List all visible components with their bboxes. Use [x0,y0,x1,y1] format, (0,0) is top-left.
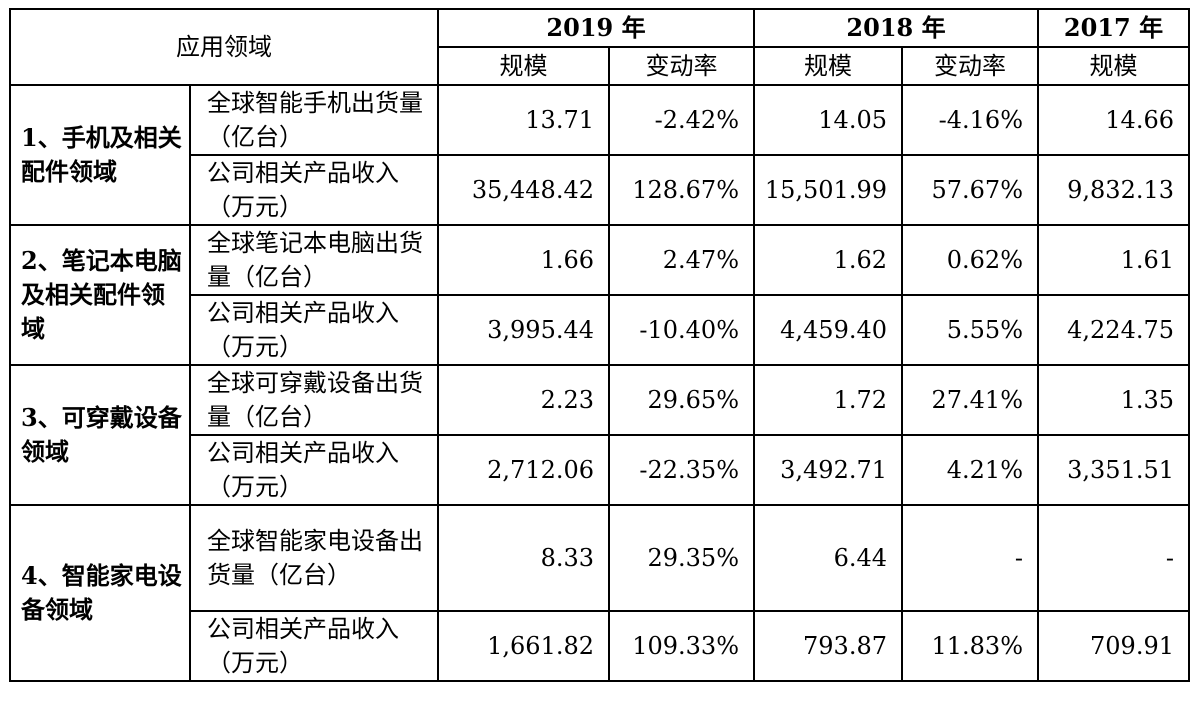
header-field: 应用领域 [9,8,439,86]
cell-2017-scale: 709.91 [1037,610,1190,682]
cell-2018-change: 27.41% [901,364,1039,436]
cell-2018-change: 5.55% [901,294,1039,366]
cell-2018-scale: 793.87 [753,610,903,682]
cell-2019-scale: 2.23 [437,364,610,436]
industry-data-table: 应用领域 2019 年 2018 年 2017 年 规模 变动率 规模 变动率 … [9,8,1190,682]
cell-2019-change: -2.42% [608,84,755,156]
header-scale-2019: 规模 [437,46,610,86]
cell-2018-scale: 14.05 [753,84,903,156]
cell-2019-change: 2.47% [608,224,755,296]
cell-2017-scale: 4,224.75 [1037,294,1190,366]
cell-2019-change: 29.35% [608,504,755,612]
header-scale-2017: 规模 [1037,46,1190,86]
metric-label: 公司相关产品收入（万元） [189,294,439,366]
header-year-2019: 2019 年 [437,8,755,48]
cell-2018-change: 57.67% [901,154,1039,226]
metric-label: 公司相关产品收入（万元） [189,610,439,682]
cell-2017-scale: 14.66 [1037,84,1190,156]
cell-2019-change: 29.65% [608,364,755,436]
cell-2018-scale: 1.62 [753,224,903,296]
metric-label: 公司相关产品收入（万元） [189,434,439,506]
category-phone: 1、手机及相关配件领域 [9,84,191,226]
table-row: 3、可穿戴设备领域 全球可穿戴设备出货量（亿台） 2.23 29.65% 1.7… [9,364,1190,506]
header-year-2018: 2018 年 [753,8,1039,48]
table-row: 公司相关产品收入（万元） 35,448.42 128.67% 15,501.99… [10,154,1190,226]
cell-2017-scale: 1.35 [1037,364,1190,436]
cell-2018-change: 11.83% [901,610,1039,682]
category-laptop: 2、笔记本电脑及相关配件领域 [9,224,191,366]
cell-2019-change: 128.67% [608,154,755,226]
cell-2018-scale: 1.72 [753,364,903,436]
header-change-2019: 变动率 [608,46,755,86]
cell-2019-change: 109.33% [608,610,755,682]
cell-2019-scale: 8.33 [437,504,610,612]
table-row: 公司相关产品收入（万元） 3,995.44 -10.40% 4,459.40 5… [10,294,1190,366]
metric-label: 全球笔记本电脑出货量（亿台） [189,224,439,296]
cell-2019-scale: 1.66 [437,224,610,296]
cell-2017-scale: 1.61 [1037,224,1190,296]
cell-2017-scale: - [1037,504,1190,612]
table-row: 2、笔记本电脑及相关配件领域 全球笔记本电脑出货量（亿台） 1.66 2.47%… [9,224,1190,366]
cell-2019-change: -22.35% [608,434,755,506]
cell-2018-change: 0.62% [901,224,1039,296]
metric-label: 全球智能家电设备出货量（亿台） [189,504,439,612]
header-scale-2018: 规模 [753,46,903,86]
cell-2017-scale: 3,351.51 [1037,434,1190,506]
cell-2019-scale: 13.71 [437,84,610,156]
cell-2019-change: -10.40% [608,294,755,366]
cell-2018-scale: 15,501.99 [753,154,903,226]
table-row: 公司相关产品收入（万元） 1,661.82 109.33% 793.87 11.… [10,610,1190,682]
header-change-2018: 变动率 [901,46,1039,86]
header-year-2017: 2017 年 [1037,8,1190,48]
cell-2019-scale: 35,448.42 [437,154,610,226]
cell-2018-change: -4.16% [901,84,1039,156]
metric-label: 公司相关产品收入（万元） [189,154,439,226]
table-row: 1、手机及相关配件领域 全球智能手机出货量（亿台） 13.71 -2.42% 1… [9,84,1190,226]
cell-2018-change: 4.21% [901,434,1039,506]
cell-2018-scale: 6.44 [753,504,903,612]
table-row: 4、智能家电设备领域 全球智能家电设备出货量（亿台） 8.33 29.35% 6… [9,504,1190,682]
cell-2019-scale: 2,712.06 [437,434,610,506]
cell-2019-scale: 1,661.82 [437,610,610,682]
category-wearable: 3、可穿戴设备领域 [9,364,191,506]
cell-2018-change: - [901,504,1039,612]
cell-2017-scale: 9,832.13 [1037,154,1190,226]
metric-label: 全球智能手机出货量（亿台） [189,84,439,156]
category-smart-home: 4、智能家电设备领域 [9,504,191,682]
cell-2018-scale: 3,492.71 [753,434,903,506]
table-row: 公司相关产品收入（万元） 2,712.06 -22.35% 3,492.71 4… [10,434,1190,506]
metric-label: 全球可穿戴设备出货量（亿台） [189,364,439,436]
cell-2018-scale: 4,459.40 [753,294,903,366]
cell-2019-scale: 3,995.44 [437,294,610,366]
